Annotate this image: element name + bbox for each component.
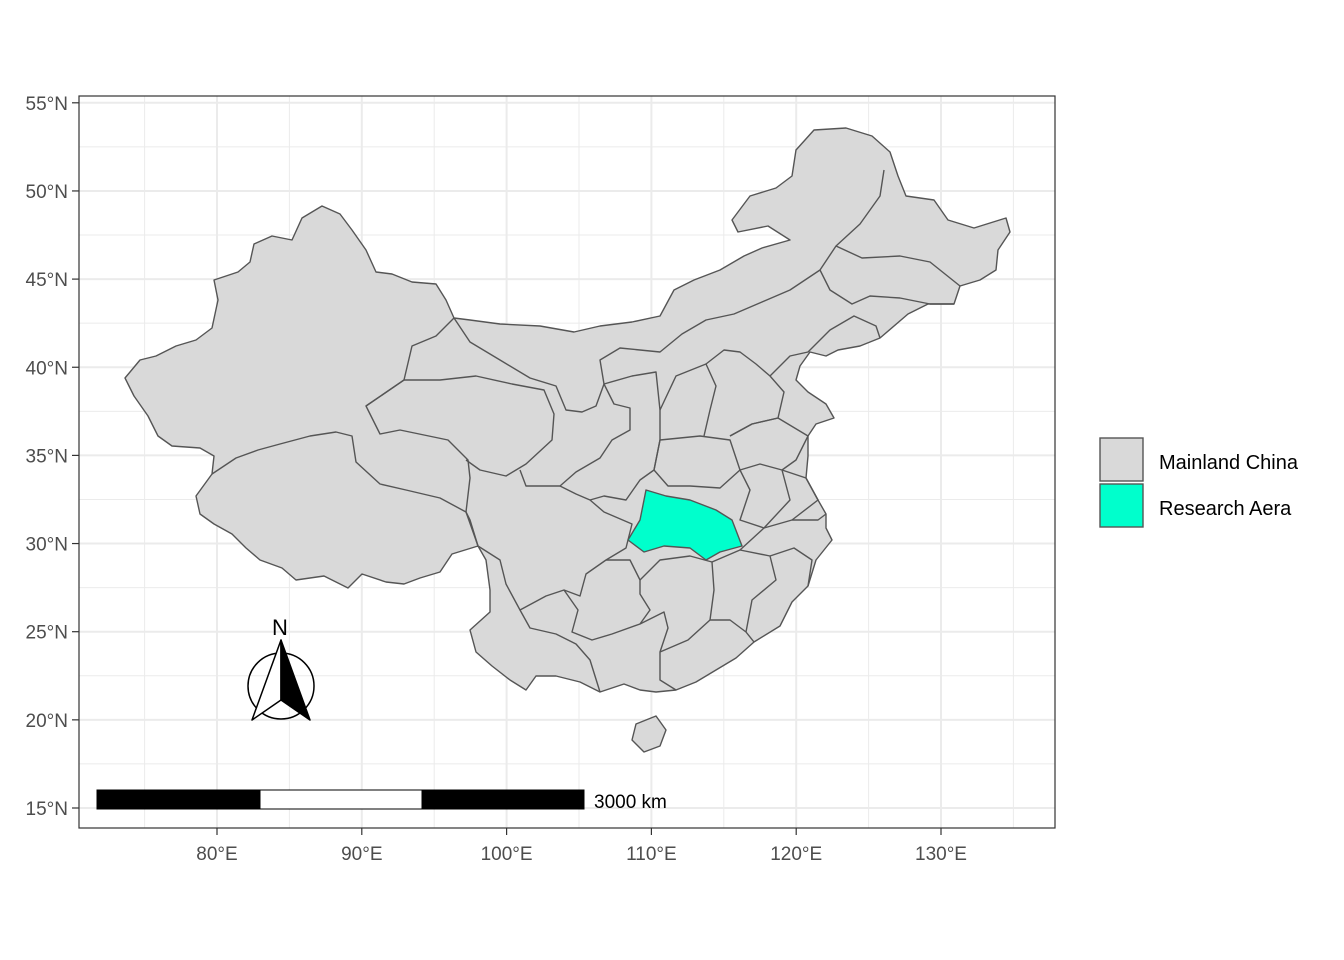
y-tick-label: 55°N: [26, 94, 68, 115]
y-tick-label: 30°N: [26, 535, 68, 556]
x-tick-label: 80°E: [196, 844, 237, 865]
hainan-island: [631, 715, 667, 753]
x-axis: 80°E 90°E 100°E 110°E 120°E 130°E: [196, 828, 967, 865]
legend-label-mainland: Mainland China: [1159, 452, 1299, 474]
scale-bar-segment-3: [421, 789, 585, 810]
north-arrow-label: N: [272, 615, 288, 640]
gansu-border: [453, 317, 631, 487]
y-axis: 15°N 20°N 25°N 30°N 35°N 40°N 45°N 50°N 55°N: [26, 94, 79, 820]
heilongjiang-border: [835, 245, 961, 287]
mainland-china-layer: [124, 127, 1011, 753]
legend-key-mainland: [1099, 437, 1144, 482]
research-area-hubei: [627, 489, 743, 561]
shanxi-border: [659, 363, 717, 437]
guangdong-border: [659, 619, 755, 653]
legend: Mainland China Research Aera: [1099, 437, 1299, 528]
province-borders: [211, 169, 961, 693]
henan-border: [653, 435, 741, 489]
shandong-border: [729, 417, 809, 471]
fujian-border: [769, 547, 813, 587]
anhui-border: [739, 463, 791, 529]
inner-mongolia-border: [599, 169, 885, 385]
y-tick-label: 15°N: [26, 799, 68, 820]
y-tick-label: 20°N: [26, 711, 68, 732]
panel-border: [78, 95, 1056, 829]
y-tick-label: 50°N: [26, 182, 68, 203]
jiangsu-border: [781, 469, 819, 521]
qinghai-border: [365, 375, 555, 477]
x-tick-label: 100°E: [481, 844, 533, 865]
x-tick-label: 90°E: [341, 844, 382, 865]
x-tick-label: 120°E: [770, 844, 822, 865]
x-tick-label: 130°E: [915, 844, 967, 865]
legend-label-research: Research Aera: [1159, 498, 1292, 520]
sichuan-border: [465, 485, 633, 611]
y-tick-label: 35°N: [26, 446, 68, 467]
x-tick-label: 110°E: [626, 844, 677, 865]
tibet-sichuan-border: [465, 511, 479, 547]
y-tick-label: 40°N: [26, 358, 68, 379]
liaoning-border: [769, 315, 881, 377]
scale-bar-segment-2: [259, 789, 423, 810]
north-arrow-right: [280, 639, 311, 721]
scale-bar: 3000 km: [96, 789, 667, 813]
legend-key-research: [1099, 483, 1144, 528]
hunan-border: [639, 555, 715, 621]
jilin-border: [819, 269, 954, 305]
guangxi-border: [639, 611, 677, 691]
jiangxi-border: [711, 549, 777, 633]
north-arrow: N: [247, 615, 315, 721]
yunnan-border: [519, 609, 601, 693]
shaanxi-border: [589, 371, 661, 501]
scale-bar-label: 3000 km: [594, 792, 667, 813]
y-tick-label: 25°N: [26, 623, 68, 644]
y-tick-label: 45°N: [26, 270, 68, 291]
scale-bar-segment-1: [96, 789, 261, 810]
